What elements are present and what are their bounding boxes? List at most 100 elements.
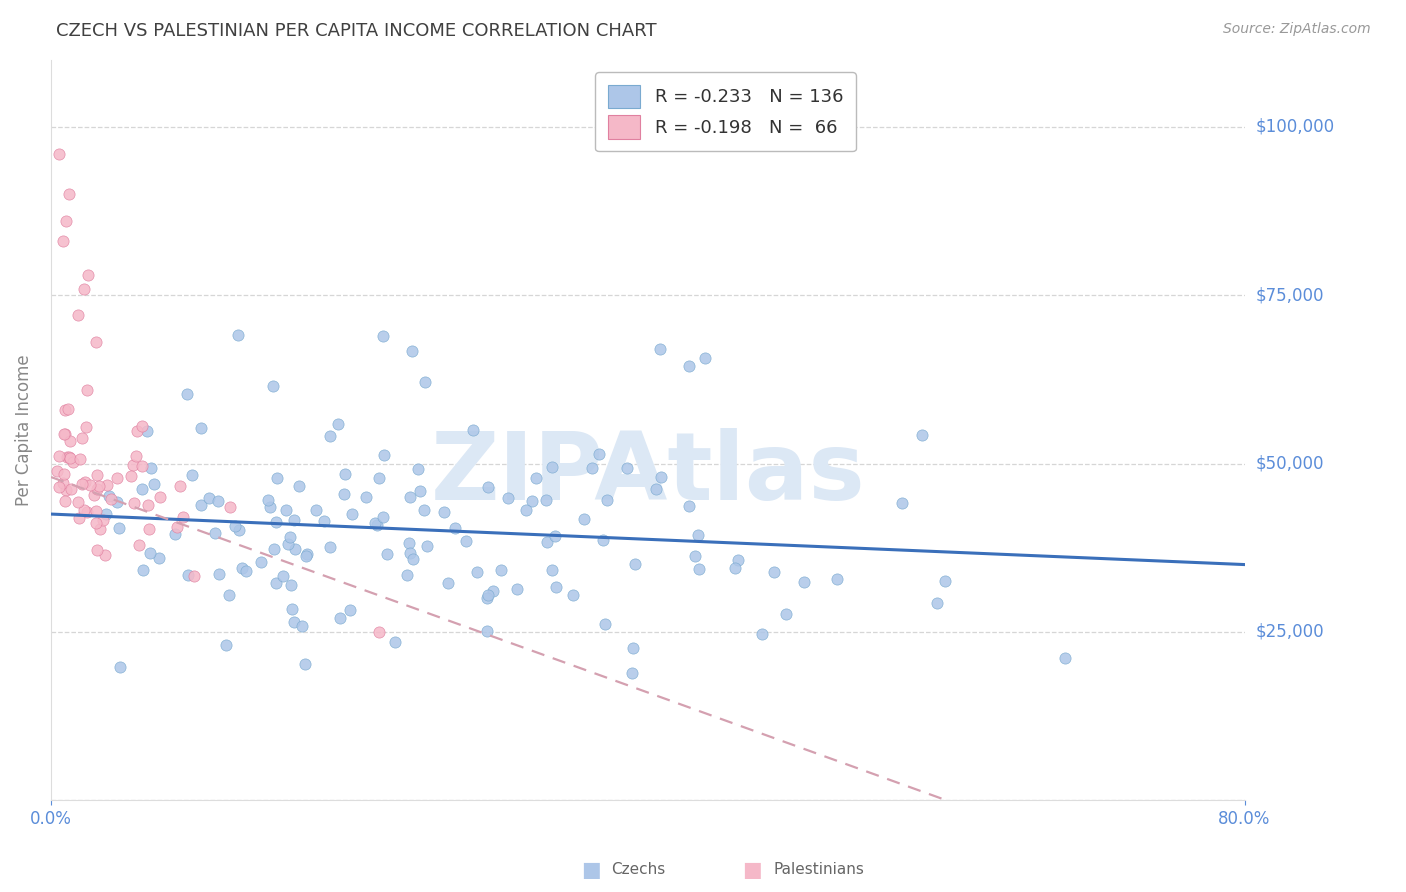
Point [623, 558, 645, 572]
Point [73, 281, 96, 295]
Point [48, 480, 70, 494]
Point [122, 496, 145, 510]
Point [228, 523, 250, 537]
Point [329, 611, 352, 625]
Point [105, 470, 128, 484]
Point [588, 447, 610, 461]
Point [678, 500, 700, 514]
Point [77, 268, 100, 282]
Point [444, 521, 467, 535]
Point [139, 546, 162, 560]
Point [281, 602, 304, 616]
Point [128, 539, 150, 553]
Point [108, 521, 131, 535]
Point [58, 187, 80, 202]
Point [73, 503, 96, 517]
Point [683, 549, 706, 563]
Point [136, 424, 159, 438]
Point [724, 560, 747, 574]
Point [540, 460, 562, 475]
Point [70, 431, 93, 445]
Point [477, 591, 499, 605]
Point [250, 555, 273, 569]
Point [934, 574, 956, 588]
Point [396, 568, 419, 582]
Point [53, 427, 76, 442]
Point [139, 461, 162, 475]
Point [219, 500, 242, 514]
Point [650, 342, 672, 356]
Point [496, 491, 519, 506]
Point [257, 493, 280, 508]
Point [84, 335, 107, 350]
Point [94, 548, 117, 562]
Point [288, 479, 311, 493]
Point [207, 493, 229, 508]
Point [416, 539, 439, 553]
Point [198, 491, 221, 506]
Point [371, 510, 394, 524]
Point [650, 470, 672, 484]
Point [693, 351, 716, 365]
Point [544, 580, 567, 594]
Point [56, 402, 79, 417]
Point [399, 545, 422, 559]
Point [294, 657, 316, 672]
Point [190, 498, 212, 512]
Point [75, 420, 97, 434]
Point [48, 449, 70, 463]
Point [87, 479, 110, 493]
Point [148, 490, 170, 504]
Point [215, 638, 238, 652]
Point [433, 505, 456, 519]
Point [793, 574, 815, 589]
Point [131, 482, 153, 496]
Point [688, 562, 710, 576]
Point [596, 493, 619, 508]
Point [274, 502, 297, 516]
Point [46, 464, 69, 478]
Point [541, 563, 564, 577]
Point [373, 329, 395, 343]
Point [295, 548, 318, 562]
Point [283, 513, 305, 527]
Point [259, 500, 281, 514]
Point [368, 470, 391, 484]
Point [454, 534, 477, 549]
Point [413, 375, 436, 389]
Point [534, 493, 557, 508]
Point [524, 471, 547, 485]
Point [94, 507, 117, 521]
Point [339, 603, 361, 617]
Point [231, 561, 253, 575]
Text: ■: ■ [742, 860, 762, 880]
Point [335, 467, 357, 481]
Point [891, 496, 914, 510]
Point [284, 542, 307, 557]
Point [169, 479, 191, 493]
Point [136, 498, 159, 512]
Point [283, 615, 305, 629]
Text: $100,000: $100,000 [1256, 118, 1334, 136]
Point [176, 387, 198, 401]
Point [280, 578, 302, 592]
Point [138, 522, 160, 536]
Point [163, 527, 186, 541]
Point [402, 552, 425, 566]
Point [263, 541, 285, 556]
Point [127, 424, 149, 438]
Point [312, 514, 335, 528]
Point [183, 569, 205, 583]
Point [368, 624, 391, 639]
Point [125, 449, 148, 463]
Point [291, 619, 314, 633]
Text: CZECH VS PALESTINIAN PER CAPITA INCOME CORRELATION CHART: CZECH VS PALESTINIAN PER CAPITA INCOME C… [56, 22, 657, 40]
Point [375, 548, 398, 562]
Point [262, 379, 284, 393]
Point [366, 517, 388, 532]
Legend: R = -0.233   N = 136, R = -0.198   N =  66: R = -0.233 N = 136, R = -0.198 N = 66 [595, 72, 856, 152]
Text: ■: ■ [581, 860, 600, 880]
Point [52, 476, 75, 491]
Point [84, 516, 107, 531]
Point [55, 483, 77, 498]
